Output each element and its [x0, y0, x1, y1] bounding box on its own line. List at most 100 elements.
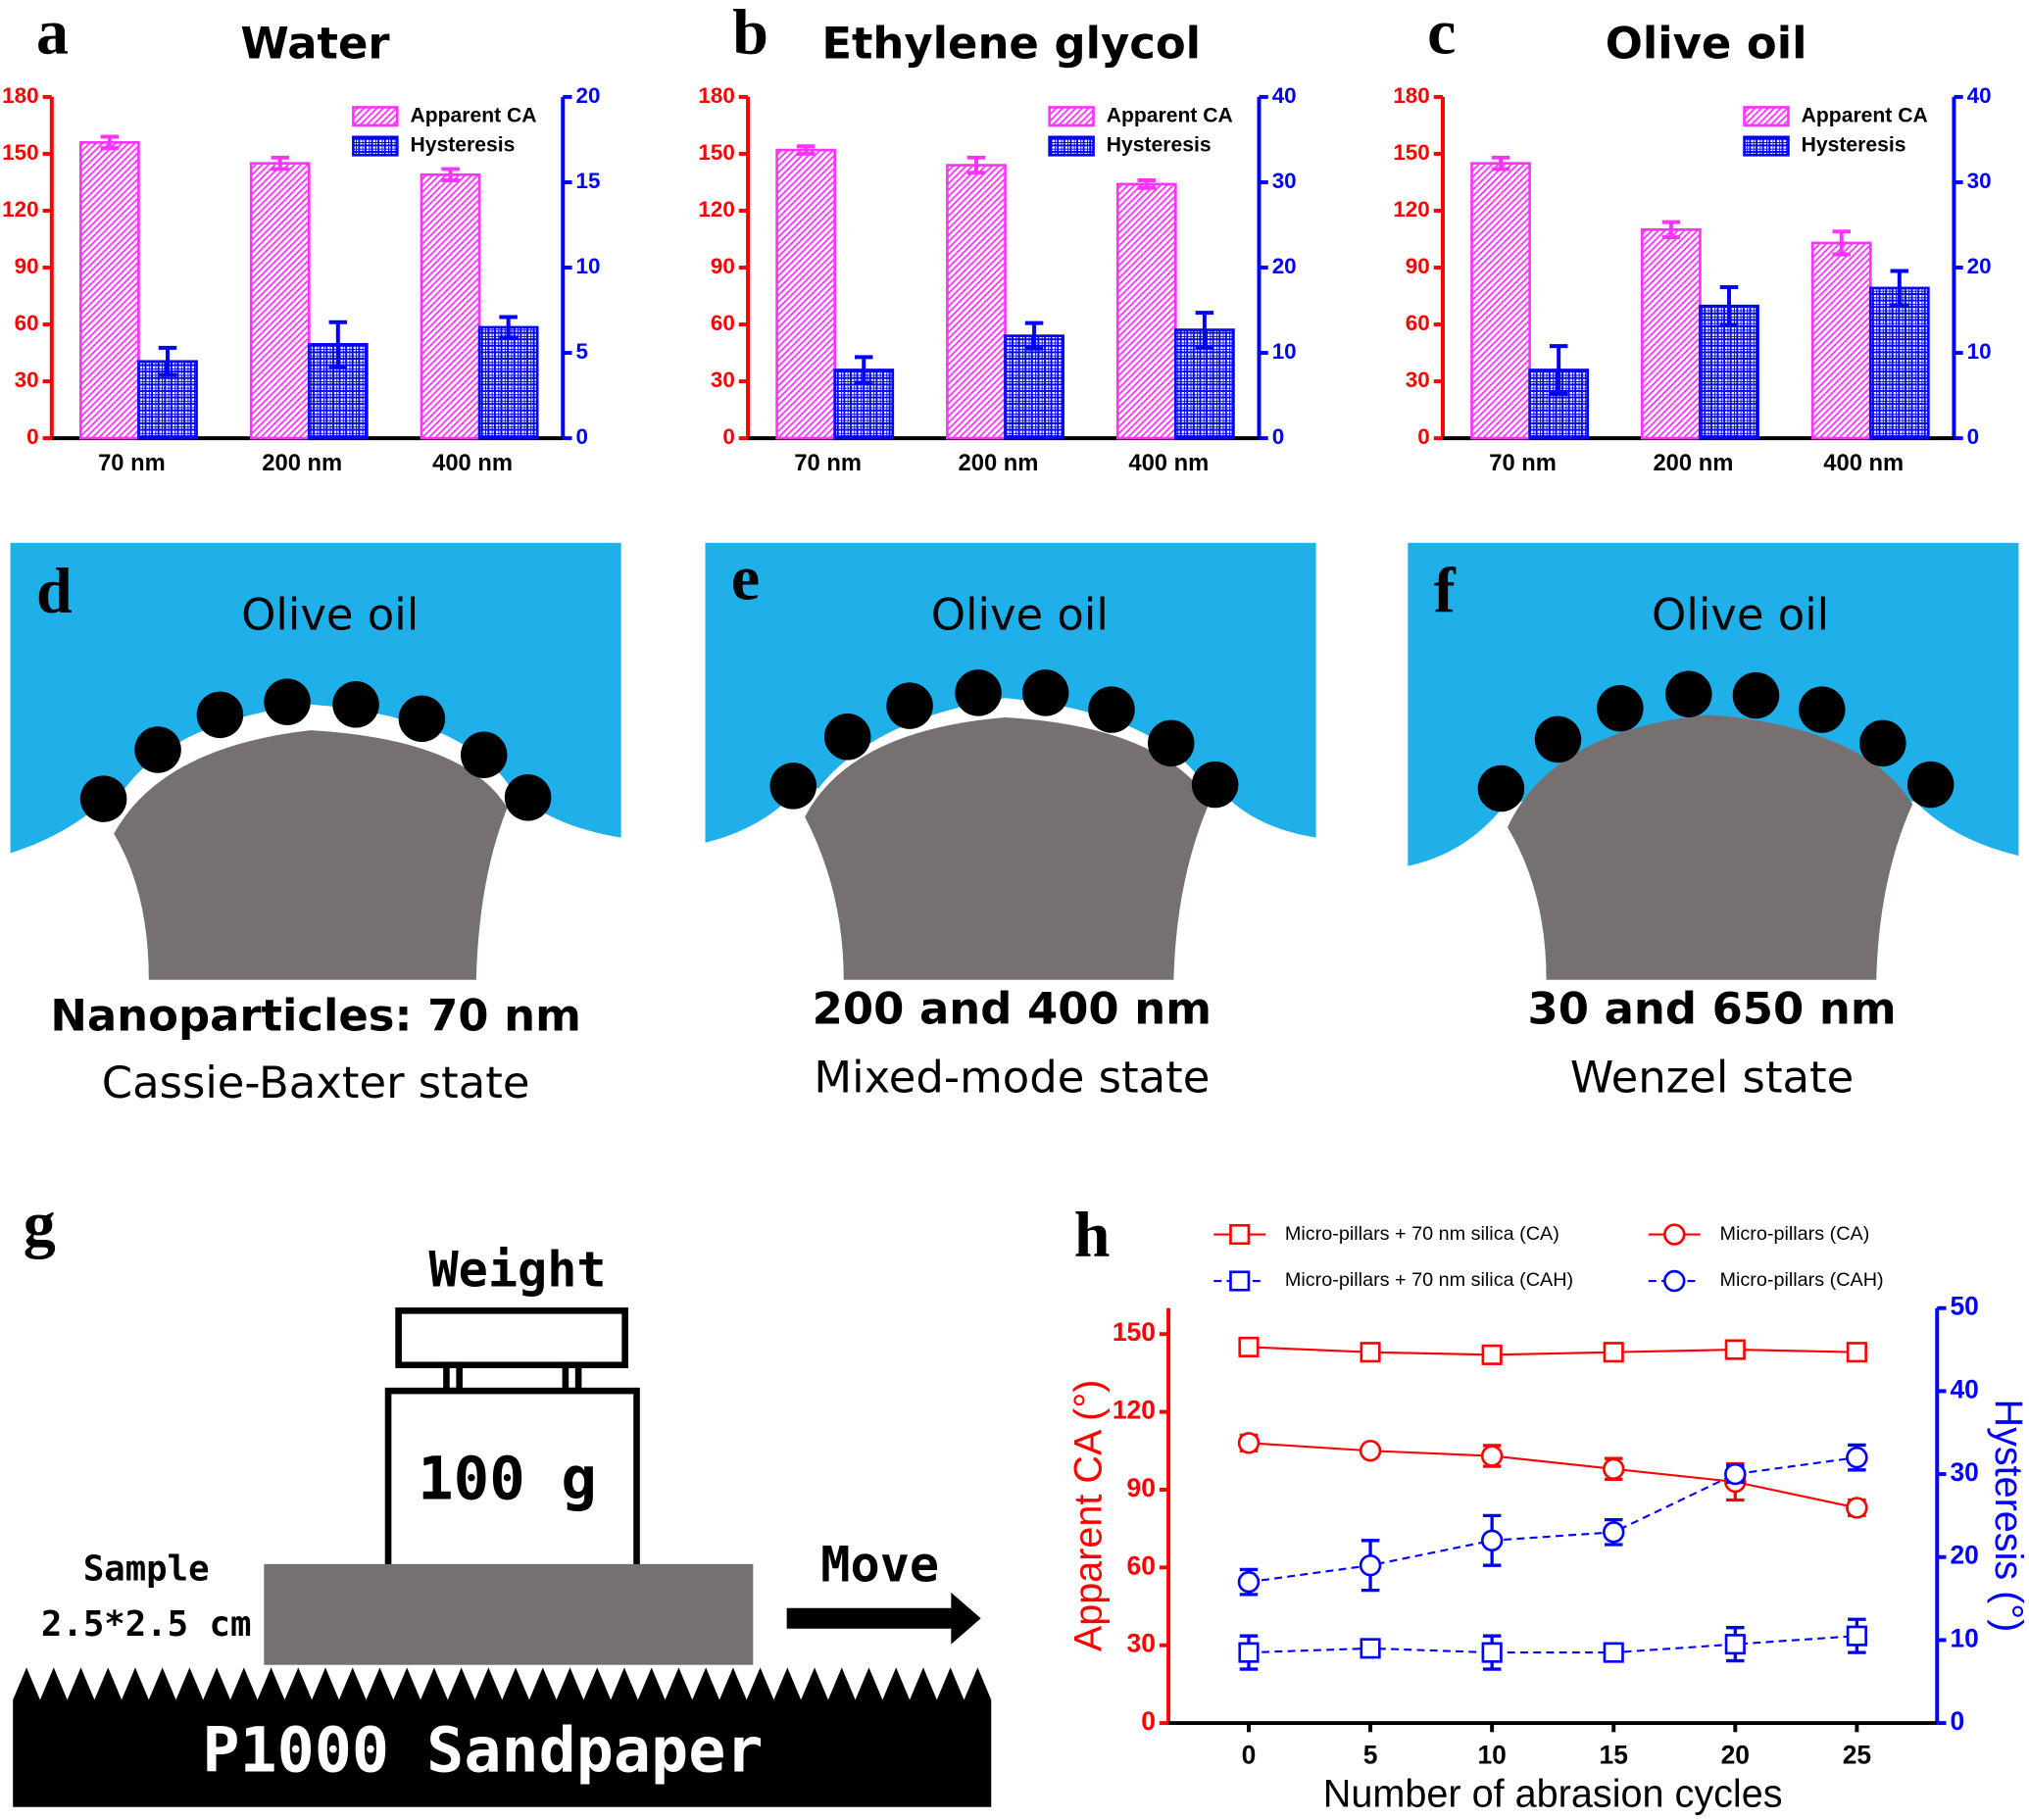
x-tick-label: 70 nm	[1489, 450, 1557, 476]
chart-title: Water	[240, 17, 389, 69]
weight-neck	[562, 1361, 582, 1395]
caption: 30 and 650 nm	[1528, 983, 1897, 1035]
y-tick-label: 0	[1141, 1706, 1156, 1736]
y2-tick-label: 15	[575, 169, 600, 193]
y2-tick-label: 30	[1950, 1457, 1978, 1487]
bar	[1699, 304, 1759, 440]
series-line	[1248, 1456, 1857, 1584]
marker	[1359, 1440, 1382, 1462]
y-tick-label: 150	[1113, 1317, 1156, 1347]
sandpaper	[13, 1667, 992, 1807]
legend-label: Micro-pillars + 70 nm silica (CAH)	[1285, 1269, 1573, 1291]
panel-label: b	[732, 0, 768, 69]
y-tick-label: 30	[1127, 1629, 1156, 1658]
legend-swatch	[352, 106, 399, 127]
panel-label: a	[36, 0, 69, 69]
wetting-schematic: f Olive oil 30 and 650 nm Wenzel state	[1408, 542, 2019, 1104]
bar	[249, 162, 311, 440]
sample-size: 2.5*2.5 cm	[41, 1604, 251, 1645]
y-tick-label: 90	[1127, 1473, 1156, 1502]
chart-title: Olive oil	[1606, 17, 1807, 69]
y2-tick-label: 20	[1967, 254, 1992, 278]
panel-label: d	[36, 555, 73, 626]
marker	[1360, 1638, 1381, 1659]
x-axis-label: Number of abrasion cycles	[1323, 1773, 1783, 1816]
error-bar	[1137, 178, 1157, 190]
error-bar	[1890, 269, 1909, 308]
x-tick-label: 200 nm	[262, 450, 342, 476]
y-tick-label: 60	[711, 311, 735, 335]
bar	[1470, 162, 1531, 440]
y2-tick-label: 10	[1967, 339, 1992, 364]
series-line	[1248, 1635, 1857, 1654]
marker	[1237, 1432, 1261, 1454]
y-tick-label: 120	[698, 197, 734, 221]
legend-swatch	[1743, 106, 1790, 127]
x-tick-label: 200 nm	[959, 450, 1039, 476]
legend-label: Apparent CA	[1107, 104, 1233, 126]
panel-label: g	[24, 1189, 56, 1260]
nanoparticles	[1477, 670, 1955, 812]
error-bar	[158, 345, 177, 377]
move-label: Move	[820, 1535, 939, 1593]
legend-swatch	[1048, 135, 1095, 157]
panel-label: e	[731, 542, 760, 614]
bar	[1004, 334, 1064, 440]
legend-label: Micro-pillars (CAH)	[1719, 1269, 1883, 1291]
weight-top	[395, 1307, 628, 1369]
error-bar	[499, 315, 518, 340]
medium-label: Olive oil	[1652, 588, 1829, 640]
marker	[1603, 1342, 1624, 1363]
abrasion-schematic: g Weight 100 g Sample 2.5*2.5 cm Move P1…	[13, 1189, 992, 1807]
y-tick-label: 0	[722, 424, 734, 449]
caption: 200 and 400 nm	[813, 983, 1212, 1035]
y-tick-label: 30	[15, 368, 39, 392]
x-tick-label: 0	[1242, 1740, 1257, 1769]
bar	[477, 325, 539, 440]
y-tick-label: 60	[1127, 1550, 1156, 1580]
bar	[1868, 286, 1930, 440]
nanoparticles	[769, 669, 1239, 810]
y2-tick-label: 20	[575, 83, 600, 108]
y-axis-label: Apparent CA (°)	[1066, 1380, 1110, 1651]
weight-neck	[443, 1361, 463, 1395]
error-bar	[441, 167, 460, 183]
y-tick-label: 120	[1393, 197, 1429, 221]
panel-label: c	[1427, 0, 1456, 69]
bar	[1641, 228, 1702, 440]
y-tick-label: 120	[2, 197, 38, 221]
x-tick-label: 200 nm	[1653, 450, 1733, 476]
y-tick-label: 0	[1417, 424, 1429, 449]
y-tick-label: 0	[26, 424, 38, 449]
legend-label: Hysteresis	[410, 134, 515, 157]
y-tick-label: 150	[1393, 140, 1429, 165]
y-tick-label: 150	[2, 140, 38, 165]
marker	[1480, 1445, 1504, 1467]
state-label: Cassie-Baxter state	[102, 1057, 530, 1108]
y-tick-label: 120	[1113, 1396, 1156, 1425]
x-tick-label: 400 nm	[1128, 450, 1209, 476]
bar	[1528, 369, 1590, 440]
x-tick-label: 20	[1721, 1740, 1750, 1769]
y-tick-label: 30	[1406, 368, 1430, 392]
y-tick-label: 60	[1406, 311, 1430, 335]
y-tick-label: 180	[1393, 83, 1429, 108]
bar	[420, 172, 481, 440]
marker	[1846, 1342, 1867, 1363]
x-tick-label: 5	[1363, 1740, 1378, 1769]
y2-tick-label: 40	[1272, 83, 1297, 108]
panel-label: f	[1434, 555, 1457, 626]
error-bar	[1195, 311, 1214, 349]
state-label: Mixed-mode state	[814, 1052, 1210, 1104]
wetting-schematic: e Olive oil 200 and 400 nm Mixed-mode st…	[705, 542, 1316, 1104]
y2-tick-label: 5	[575, 339, 587, 364]
error-bar	[855, 355, 873, 385]
bar	[775, 148, 837, 440]
medium-label: Olive oil	[931, 588, 1109, 640]
marker	[1480, 1529, 1504, 1552]
legend-swatch	[1048, 106, 1095, 127]
panel-label: h	[1074, 1199, 1111, 1270]
legend-marker	[1663, 1269, 1686, 1293]
marker	[1481, 1642, 1503, 1663]
